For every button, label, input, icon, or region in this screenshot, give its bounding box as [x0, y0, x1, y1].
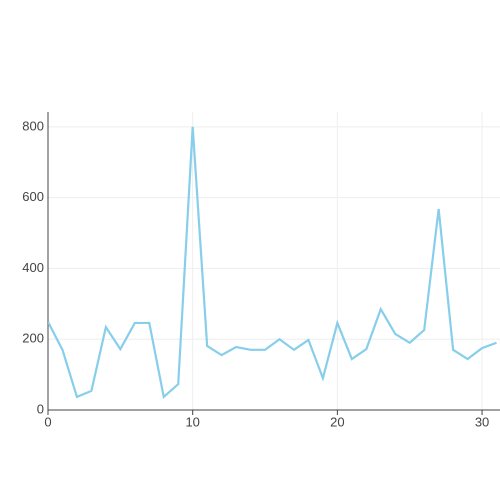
y-tick-label: 200: [22, 331, 44, 346]
x-tick-label: 10: [185, 414, 199, 429]
line: [48, 126, 497, 399]
x-tick-label: 30: [475, 414, 489, 429]
y-tick-label: 400: [22, 260, 44, 275]
y-tick-label: 0: [37, 401, 44, 416]
y-tick-label: 800: [22, 118, 44, 133]
y-tick-label: 600: [22, 189, 44, 204]
x-tick-label: 0: [44, 414, 51, 429]
x-tick-label: 20: [330, 414, 344, 429]
